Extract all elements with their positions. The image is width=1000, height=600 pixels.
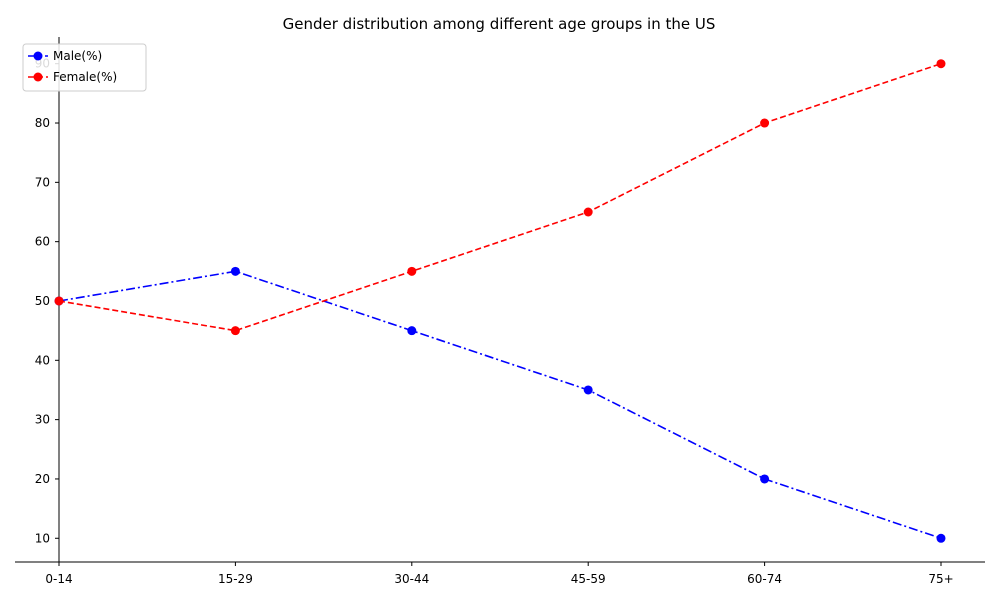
data-point [760,118,770,128]
data-point [936,533,946,543]
legend-marker [33,72,43,82]
y-tick-label: 60 [35,235,50,249]
y-tick-label: 70 [35,175,50,189]
data-point [583,385,593,395]
y-tick-label: 10 [35,531,50,545]
data-point [407,326,417,336]
legend-label: Male(%) [53,49,102,63]
x-tick-label: 30-44 [394,572,429,586]
legend-label: Female(%) [53,70,117,84]
legend: Male(%) Female(%) [22,43,147,92]
axes: 0-14 15-29 30-44 45-59 60-74 75+ 10 20 30 40 50 60 7… [15,37,985,586]
chart-title: Gender distribution among different age … [283,15,716,33]
data-point [230,266,240,276]
legend-item: Female(%) [28,70,117,84]
data-point [230,326,240,336]
data-point [407,266,417,276]
data-point [583,207,593,217]
y-tick-label: 40 [35,353,50,367]
x-tick-label: 75+ [928,572,953,586]
data-point [54,296,64,306]
series-line [58,62,942,332]
x-tick-label: 60-74 [747,572,782,586]
y-tick-label: 50 [35,294,50,308]
series-female [54,59,946,336]
x-tick-label: 15-29 [218,572,253,586]
series-line [58,270,942,540]
x-tick-label: 45-59 [571,572,606,586]
data-point [936,59,946,69]
legend-marker [33,51,43,61]
series-male [54,266,946,543]
series-layer [54,59,946,543]
x-tick-label: 0-14 [45,572,72,586]
y-tick-label: 30 [35,413,50,427]
legend-item: Male(%) [28,49,102,63]
y-tick-label: 20 [35,472,50,486]
y-tick-label: 80 [35,116,50,130]
legend-box [22,43,147,92]
data-point [760,474,770,484]
